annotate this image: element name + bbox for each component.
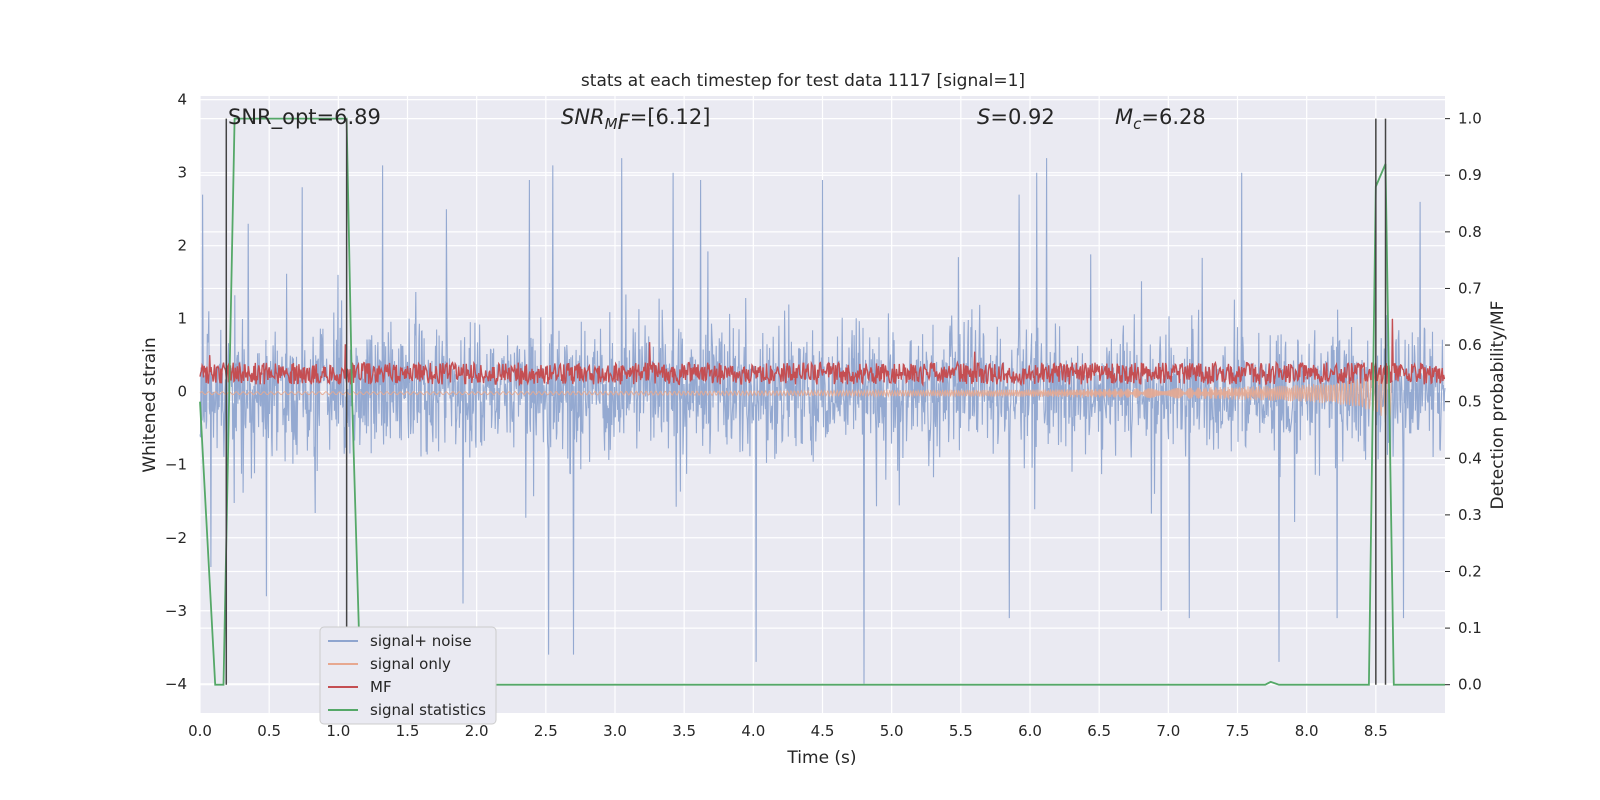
y-tick-label: −4 — [165, 675, 187, 693]
y-right-tick-label: 0.4 — [1458, 449, 1482, 467]
y-right-tick-label: 0.3 — [1458, 506, 1482, 524]
s-annotation: S=0.92 — [977, 105, 1055, 129]
y-axis-ticks: −4 −3 −2 −1 0 1 2 3 4 — [165, 91, 187, 693]
series-signal-only — [199, 361, 1393, 424]
legend-label: signal+ noise — [370, 632, 472, 650]
y-tick-label: −3 — [165, 602, 187, 620]
y-right-tick-label: 0.0 — [1458, 676, 1482, 694]
x-axis-label: Time (s) — [786, 748, 856, 768]
x-tick-label: 4.0 — [741, 722, 765, 740]
y-tick-label: −2 — [165, 529, 187, 547]
y-right-axis-ticks: 0.0 0.1 0.2 0.3 0.4 0.5 0.6 0.7 0.8 0.9 1.0 — [1445, 110, 1482, 694]
vertical-markers — [225, 118, 1387, 685]
x-tick-label: 1.0 — [326, 722, 350, 740]
y-tick-label: 4 — [177, 91, 187, 109]
series-signal-noise — [199, 158, 1446, 684]
snr-mf-annotation: SNRMF=[6.12] — [561, 105, 710, 134]
y-tick-label: 3 — [177, 164, 187, 182]
y-right-axis-label: Detection probability/MF — [1488, 301, 1508, 510]
x-tick-label: 2.5 — [534, 722, 558, 740]
y-tick-label: 0 — [177, 383, 187, 401]
y-right-tick-label: 1.0 — [1458, 110, 1482, 128]
x-tick-label: 6.5 — [1087, 722, 1111, 740]
y-right-tick-label: 0.7 — [1458, 279, 1482, 297]
x-tick-label: 3.5 — [672, 722, 696, 740]
y-axis-label: Whitened strain — [140, 337, 160, 472]
x-tick-label: 8.0 — [1295, 722, 1319, 740]
y-right-tick-label: 0.9 — [1458, 166, 1482, 184]
mc-annotation: Mc=6.28 — [1115, 105, 1206, 133]
series-layer — [199, 117, 1446, 686]
x-tick-label: 3.0 — [603, 722, 627, 740]
x-tick-label: 1.5 — [396, 722, 420, 740]
y-right-tick-label: 0.6 — [1458, 336, 1482, 354]
y-right-tick-label: 0.1 — [1458, 619, 1482, 637]
x-tick-label: 5.0 — [880, 722, 904, 740]
legend-label: signal only — [370, 655, 451, 673]
snr-opt-annotation: SNR_opt=6.89 — [228, 105, 381, 130]
legend-box — [319, 626, 497, 725]
y-tick-label: −1 — [165, 456, 187, 474]
x-tick-label: 7.0 — [1156, 722, 1180, 740]
x-tick-label: 8.5 — [1364, 722, 1388, 740]
x-tick-label: 6.0 — [1018, 722, 1042, 740]
x-tick-label: 0.5 — [257, 722, 281, 740]
y-tick-label: 2 — [177, 237, 187, 255]
x-tick-label: 0.0 — [188, 722, 212, 740]
y-right-tick-label: 0.2 — [1458, 562, 1482, 580]
legend-label: MF — [370, 678, 392, 696]
series-signal-statistics — [199, 117, 1445, 686]
legend: signal+ noise signal only MF signal statist… — [319, 626, 497, 725]
y-right-tick-label: 0.5 — [1458, 393, 1482, 411]
legend-label: signal statistics — [370, 701, 486, 719]
x-tick-label: 4.5 — [811, 722, 835, 740]
chart-title: stats at each timestep for test data 111… — [581, 71, 1025, 91]
x-tick-label: 7.5 — [1226, 722, 1250, 740]
x-tick-label: 5.5 — [949, 722, 973, 740]
x-tick-label: 2.0 — [465, 722, 489, 740]
series-mf — [199, 318, 1446, 388]
x-axis-ticks: 0.0 0.5 1.0 1.5 2.0 2.5 3.0 3.5 4.0 4.5 5.0 5.5 6.0 6… — [188, 722, 1388, 740]
y-right-tick-label: 0.8 — [1458, 223, 1482, 241]
y-tick-label: 1 — [177, 310, 187, 328]
